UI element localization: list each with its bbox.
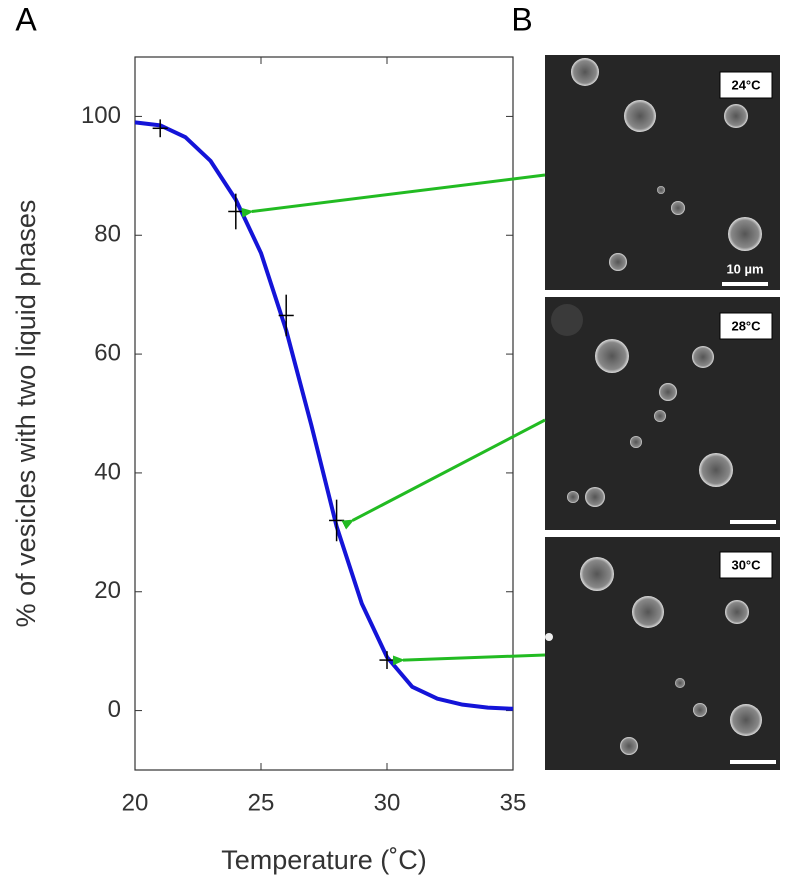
y-tick-label: 40 xyxy=(94,458,121,485)
x-tick-label: 30 xyxy=(374,789,401,816)
x-tick-label: 25 xyxy=(248,789,275,816)
y-tick-label: 20 xyxy=(94,577,121,604)
y-tick-label: 0 xyxy=(108,696,121,723)
x-tick-label: 20 xyxy=(122,789,149,816)
arrow xyxy=(241,173,546,218)
panel-label: B xyxy=(511,1,532,37)
micrograph: 30°C xyxy=(545,537,780,770)
x-axis-label: Temperature (˚C) xyxy=(221,845,427,875)
scale-bar-label: 10 µm xyxy=(726,261,763,276)
y-tick-label: 60 xyxy=(94,339,121,366)
micrograph: 24°C 10 µm xyxy=(545,55,780,290)
micrograph: 28°C xyxy=(545,297,780,530)
image-label: 30°C xyxy=(731,557,761,572)
y-tick-label: 80 xyxy=(94,221,121,248)
x-tick-label: 35 xyxy=(500,789,527,816)
fit-line xyxy=(134,120,514,711)
y-axis-label: % of vesicles with two liquid phases xyxy=(11,200,41,628)
y-tick-label: 100 xyxy=(81,102,121,129)
arrow xyxy=(392,653,546,666)
image-label: 24°C xyxy=(731,77,761,92)
panel-label: A xyxy=(15,1,37,37)
image-label: 28°C xyxy=(731,318,761,333)
plot-frame xyxy=(134,56,514,771)
arrow xyxy=(341,418,546,530)
